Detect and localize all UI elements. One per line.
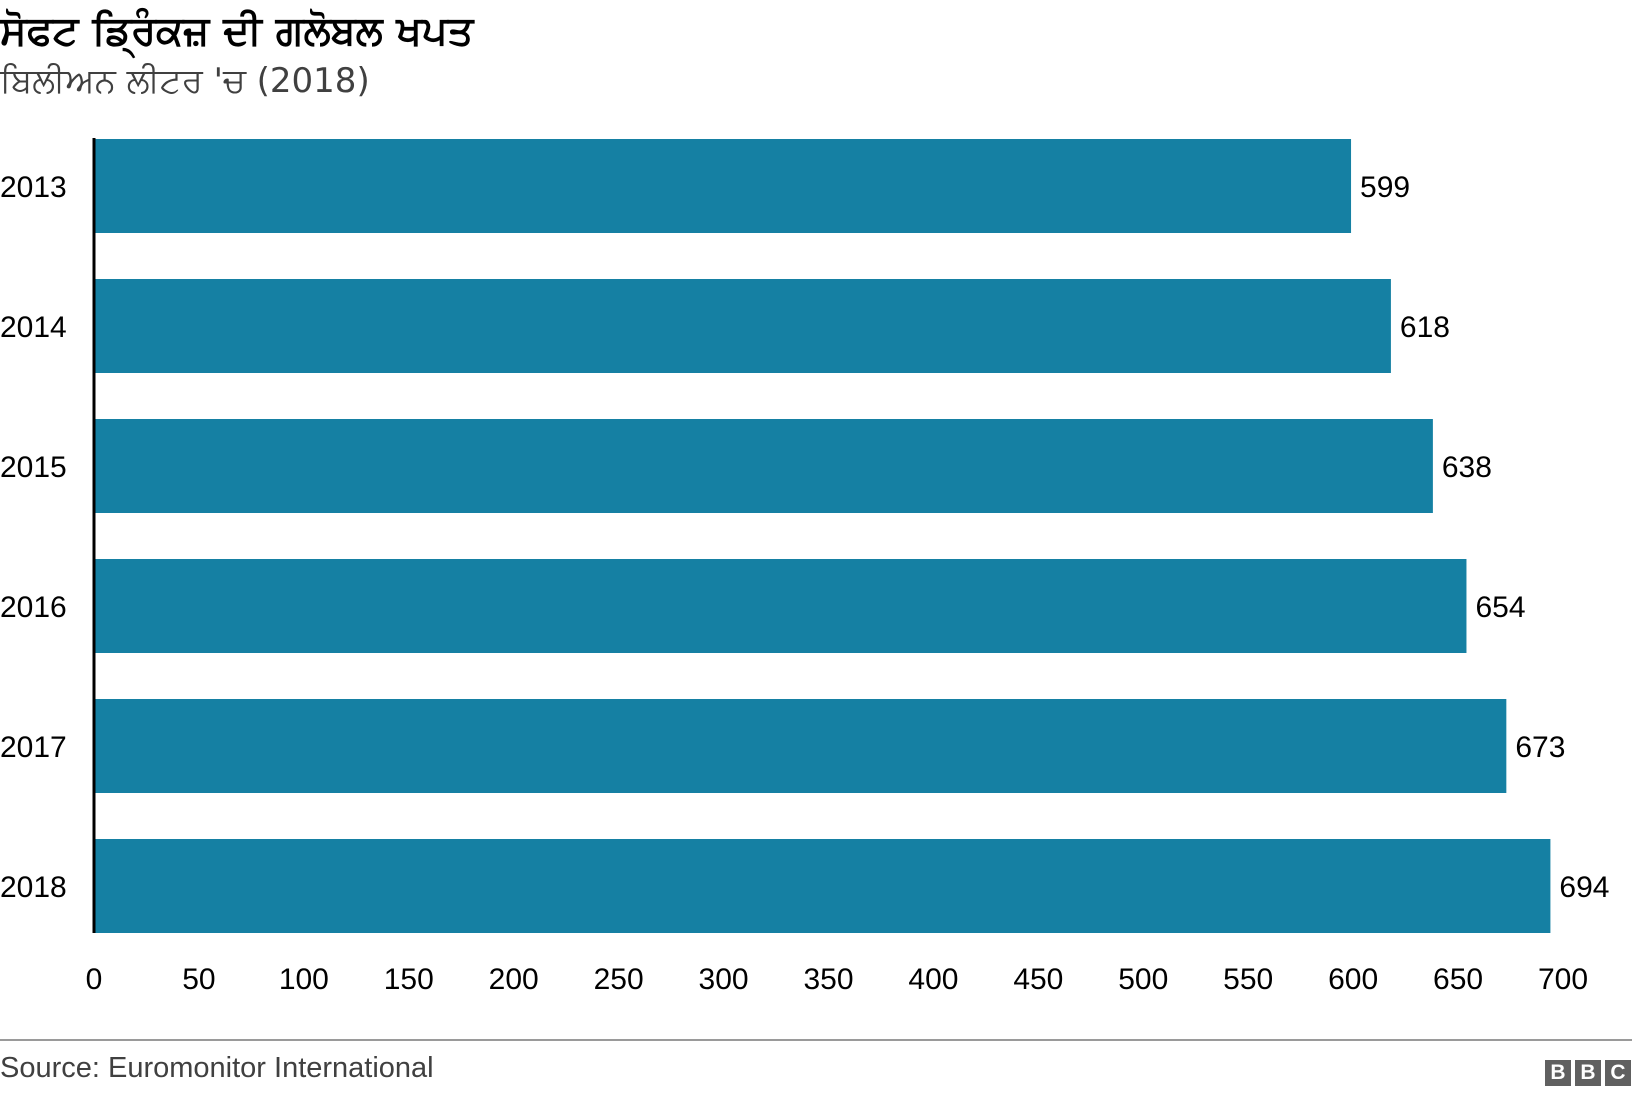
category-label-2013: 2013 [0, 171, 67, 204]
x-tick-label-200: 200 [489, 963, 539, 996]
x-tick-labels-layer: 0 50 100 150 200 250 300 350 400 450 500 550 600 650 7… [86, 963, 1588, 996]
category-label-2014: 2014 [0, 311, 67, 344]
x-tick-label-100: 100 [279, 963, 329, 996]
x-tick-label-450: 450 [1013, 963, 1063, 996]
x-tick-label-350: 350 [803, 963, 853, 996]
bar-2015 [94, 419, 1433, 513]
chart-subtitle: ਬਿਲੀਅਨ ਲੀਟਰ 'ਚ (2018) [0, 61, 370, 101]
bbc-logo: B B C [1545, 1060, 1631, 1086]
bar-2014 [94, 279, 1391, 373]
bars-layer [94, 139, 1551, 933]
x-tick-label-300: 300 [699, 963, 749, 996]
x-tick-label-500: 500 [1118, 963, 1168, 996]
data-label-2018: 694 [1559, 871, 1609, 904]
x-tick-label-250: 250 [594, 963, 644, 996]
data-label-2015: 638 [1442, 451, 1492, 484]
bar-2017 [94, 699, 1507, 793]
bar-2016 [94, 559, 1467, 653]
x-tick-label-600: 600 [1328, 963, 1378, 996]
data-label-2016: 654 [1475, 591, 1525, 624]
data-labels-layer: 599 618 638 654 673 694 [1360, 171, 1609, 904]
category-label-2017: 2017 [0, 731, 67, 764]
x-tick-label-550: 550 [1223, 963, 1273, 996]
x-tick-label-150: 150 [384, 963, 434, 996]
x-tick-label-700: 700 [1538, 963, 1588, 996]
x-tick-label-50: 50 [182, 963, 215, 996]
bar-2013 [94, 139, 1352, 233]
bbc-logo-letter: B [1575, 1060, 1601, 1086]
data-label-2013: 599 [1360, 171, 1410, 204]
category-label-2016: 2016 [0, 591, 67, 624]
category-label-2015: 2015 [0, 451, 67, 484]
x-tick-label-400: 400 [908, 963, 958, 996]
bbc-logo-letter: B [1545, 1060, 1571, 1086]
x-tick-label-0: 0 [86, 963, 103, 996]
data-label-2014: 618 [1400, 311, 1450, 344]
category-labels-layer: 2013 2014 2015 2016 2017 2018 [0, 171, 67, 904]
category-label-2018: 2018 [0, 871, 67, 904]
footer-divider [0, 1039, 1632, 1041]
chart-title: ਸੋਫਟ ਡ੍ਰਿੰਕਜ਼ ਦੀ ਗਲੋਬਲ ਖਪਤ [0, 8, 474, 54]
source-note: Source: Euromonitor International [0, 1052, 434, 1084]
bbc-logo-letter: C [1605, 1060, 1631, 1086]
bar-2018 [94, 839, 1551, 933]
data-label-2017: 673 [1515, 731, 1565, 764]
x-tick-label-650: 650 [1433, 963, 1483, 996]
